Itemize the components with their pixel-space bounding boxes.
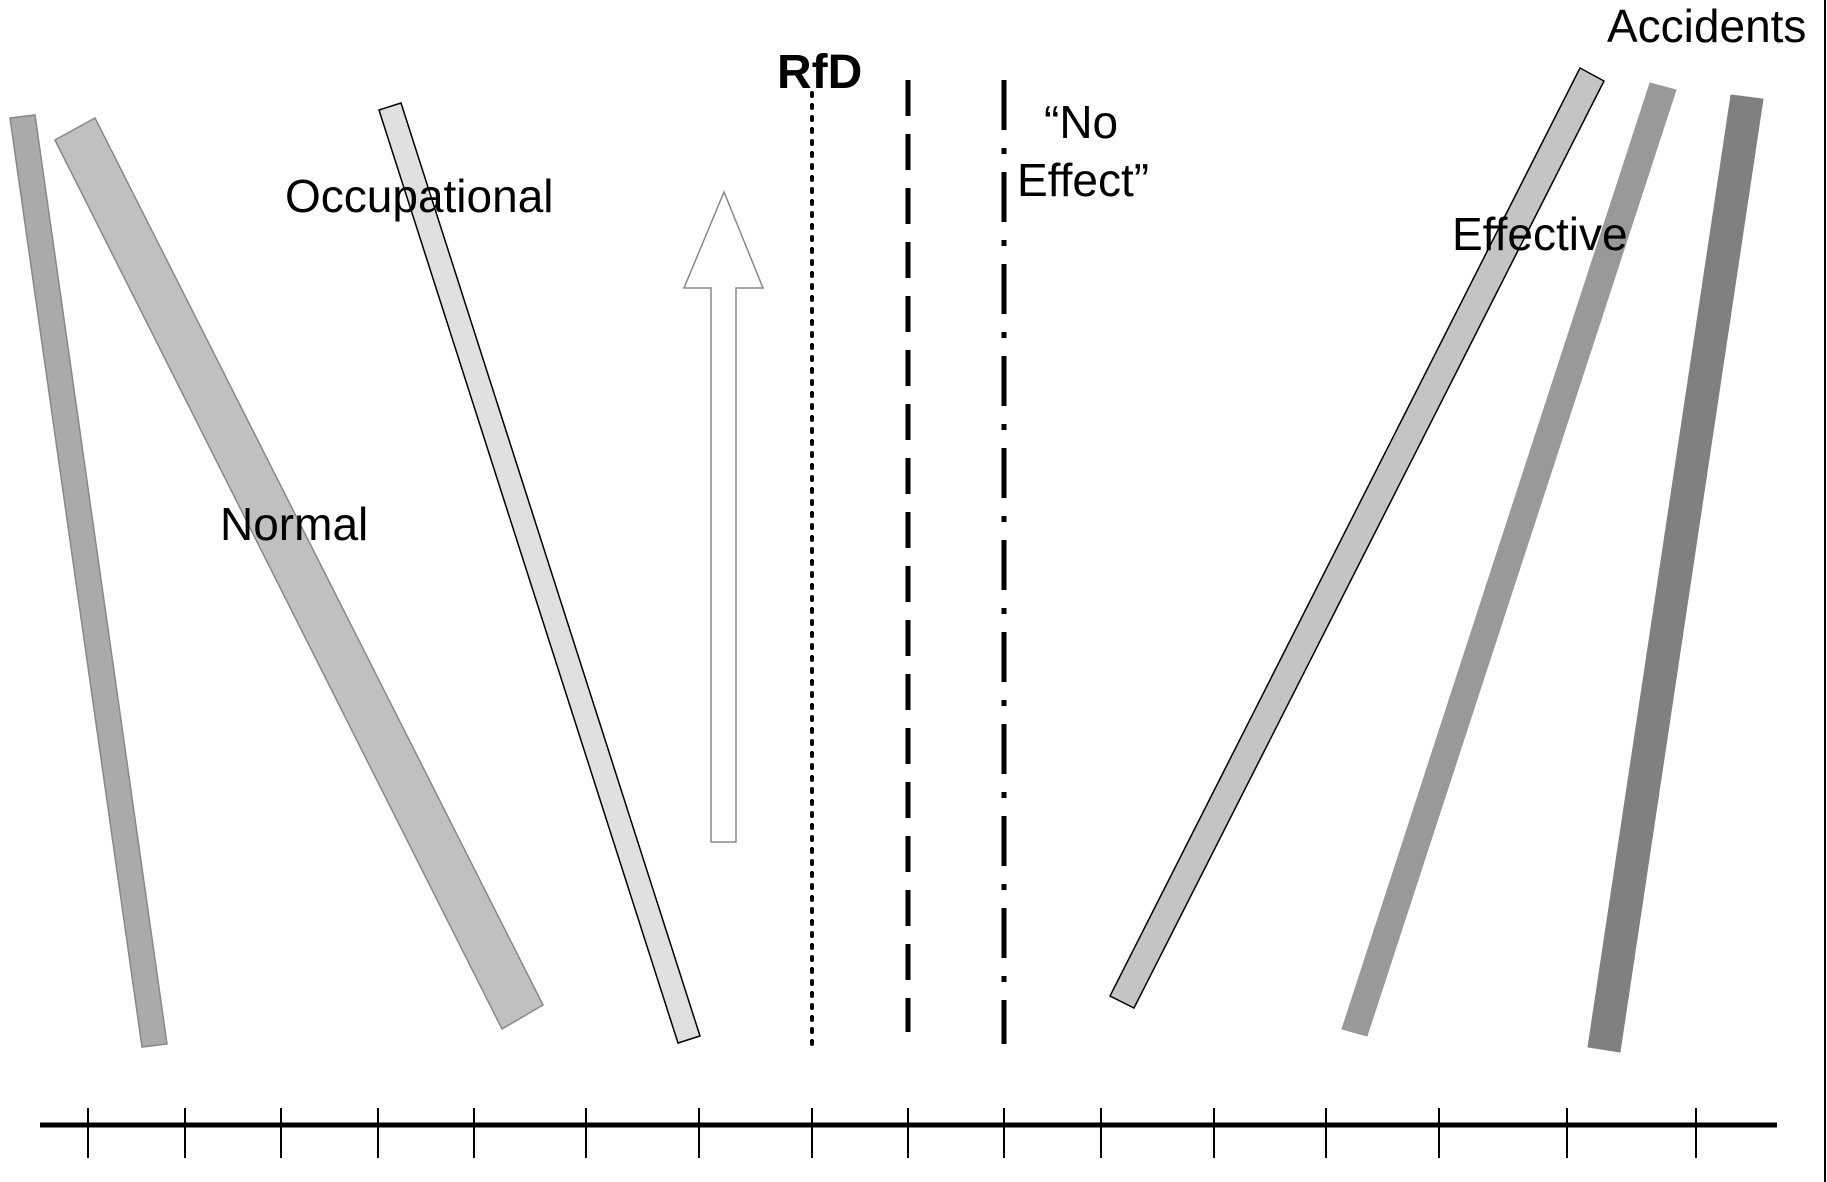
effective-bar-dark — [1341, 82, 1677, 1037]
no-effect-label-line2: Effect” — [1017, 154, 1149, 206]
no-effect-label-line1: “No — [1044, 96, 1118, 148]
accidents-bar — [1587, 94, 1764, 1053]
effective-label: Effective — [1452, 208, 1628, 260]
axis-ticks — [87, 1108, 1697, 1158]
up-arrow — [682, 190, 765, 843]
rfd-label: RfD — [777, 46, 862, 99]
normal-bar-wide — [54, 116, 544, 1031]
accidents-label: Accidents — [1607, 0, 1806, 52]
normal-label: Normal — [220, 498, 368, 550]
normal-bar-narrow — [9, 114, 168, 1048]
occupational-label: Occupational — [285, 170, 554, 222]
occupational-bar — [378, 102, 701, 1044]
effective-bar-outlined — [1108, 66, 1605, 1010]
